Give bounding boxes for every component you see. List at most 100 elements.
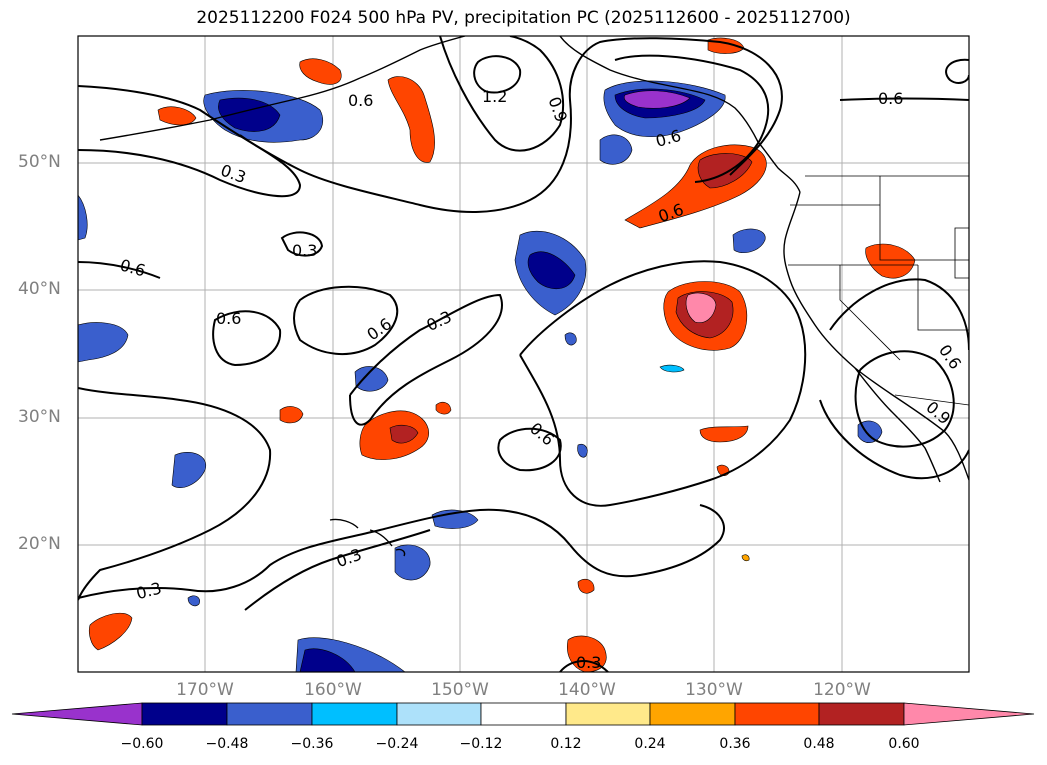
pos-blob-ak-peninsula xyxy=(387,76,435,163)
contour-0-3-south xyxy=(559,660,609,672)
border-az xyxy=(917,265,969,331)
lon-label-130w: 130°W xyxy=(685,680,743,700)
coast-ak-peninsula xyxy=(359,36,466,79)
pos-blob-158w-30-core xyxy=(389,424,419,444)
pos-blob-california xyxy=(865,243,916,279)
lon-label-120w: 120°W xyxy=(813,680,871,700)
colorbar-cell xyxy=(311,702,398,726)
contour-0-3-mid xyxy=(349,293,503,426)
contour-0-6-big xyxy=(519,260,807,507)
coastlines xyxy=(99,36,969,557)
neg-blob-gulf-tail xyxy=(599,134,633,165)
pos-blob-small-1 xyxy=(741,554,750,562)
contour-0-3-lowmid xyxy=(78,387,272,601)
coast-aleutians xyxy=(99,77,361,141)
neg-blob-west xyxy=(78,322,129,363)
pos-blob-165w-30 xyxy=(279,406,304,424)
lon-label-170w: 170°W xyxy=(176,680,234,700)
pv-contours xyxy=(78,36,969,672)
lon-label-140w: 140°W xyxy=(558,680,616,700)
neg-blob-170w-26 xyxy=(171,451,207,489)
lon-label-160w: 160°W xyxy=(304,680,362,700)
contour-0-6-rightedge xyxy=(945,58,969,84)
contour-0-6-baja xyxy=(829,278,969,351)
colorbar-tick-label: 0.36 xyxy=(719,736,751,752)
negative-anomalies xyxy=(78,80,883,672)
coast-alaska xyxy=(559,36,801,193)
contour-label: 0.3 xyxy=(576,653,601,672)
contour-0-9-baja xyxy=(854,350,955,448)
neg-blob-west-edge xyxy=(78,194,88,241)
plot-title: 2025112200 F024 500 hPa PV, precipitatio… xyxy=(196,8,851,28)
contour-0-3-upper xyxy=(78,134,302,198)
contour-label: 0.3 xyxy=(292,241,317,260)
neg-blob-south-core xyxy=(299,648,356,672)
political-borders xyxy=(788,175,969,406)
graticule xyxy=(78,36,969,672)
contour-0-6-right xyxy=(839,97,969,101)
neg-blob-160w-30 xyxy=(354,366,389,392)
neg-blob-small-2 xyxy=(187,595,200,607)
colorbar-cell xyxy=(734,702,820,726)
colorbar-tick-label: 0.60 xyxy=(888,736,920,752)
lat-label-50n: 50°N xyxy=(18,152,61,172)
lon-label-150w: 150°W xyxy=(431,680,489,700)
neg-blob-coast xyxy=(732,228,766,253)
border-mexico xyxy=(894,394,969,406)
colorbar-cell xyxy=(818,702,905,726)
map-content: 1.2 0.9 0.6 0.3 0.6 0.6 0.6 0.3 0.6 0.3 … xyxy=(78,36,969,672)
pos-blob-130w-28 xyxy=(699,425,749,443)
contour-0-3-bottom xyxy=(244,529,431,611)
contour-0-6-west xyxy=(78,261,161,279)
neg-blob-small-1 xyxy=(564,332,577,346)
contour-0-6-small-mid xyxy=(497,427,562,472)
contour-label-group: 1.2 0.9 0.6 0.3 0.6 0.6 0.6 0.3 0.6 0.3 … xyxy=(118,87,965,672)
pos-blob-bering xyxy=(299,58,342,85)
neg-blob-gulf-alaska-peak xyxy=(623,90,691,109)
pos-blob-40n-130-peak xyxy=(685,292,717,323)
colorbar-tick-label: 0.12 xyxy=(550,736,582,752)
pos-blob-178w-13 xyxy=(88,612,133,651)
contour-0-3-lower xyxy=(78,504,725,599)
colorbar-cell xyxy=(396,702,482,726)
contour-label: 0.6 xyxy=(216,309,241,328)
neg-blob-baja xyxy=(857,420,883,443)
colorbar-extend-low xyxy=(11,702,143,726)
colorbar-cell xyxy=(565,702,651,726)
colorbar-cell xyxy=(649,702,736,726)
neg-blob-small-3 xyxy=(577,443,588,458)
coast-us-west xyxy=(783,191,969,481)
pos-blob-140w-16 xyxy=(577,578,595,594)
border-nv xyxy=(839,265,901,361)
colorbar-tick-label: −0.48 xyxy=(205,736,249,752)
lat-label-40n: 40°N xyxy=(18,279,61,299)
contour-0-9-right xyxy=(614,54,770,183)
contour-0-6-se xyxy=(819,399,969,480)
colorbar-cell xyxy=(480,702,567,726)
contour-label: 0.6 xyxy=(878,89,903,108)
map-frame xyxy=(77,35,970,673)
colorbar-tick-label: −0.12 xyxy=(459,736,503,752)
colorbar-cell xyxy=(141,702,228,726)
coast-baja xyxy=(854,367,941,483)
lat-label-20n: 20°N xyxy=(18,534,61,554)
coast-hawaii xyxy=(329,518,406,557)
border-wa xyxy=(954,227,969,279)
colorbar-tick-label: 0.24 xyxy=(634,736,666,752)
map-background xyxy=(78,36,969,672)
colorbar-extend-high xyxy=(903,702,1035,726)
lat-label-30n: 30°N xyxy=(18,407,61,427)
contour-0-3-small xyxy=(280,231,324,257)
colorbar-tick-label: −0.24 xyxy=(375,736,419,752)
colorbar-cell xyxy=(226,702,313,726)
contour-1-2 xyxy=(473,55,522,94)
colorbar xyxy=(11,702,1035,726)
colorbar-tick-label: −0.60 xyxy=(120,736,164,752)
contour-0-6-mid xyxy=(293,285,399,356)
pos-blob-151w-31 xyxy=(435,401,452,415)
border-id xyxy=(879,176,969,261)
contour-0-6-midwest xyxy=(212,310,282,367)
contour-0-9-left xyxy=(439,36,564,152)
colorbar-tick-label: 0.48 xyxy=(803,736,835,752)
